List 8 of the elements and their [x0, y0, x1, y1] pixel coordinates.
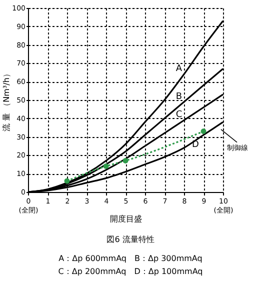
caption: 図6 流量特性 — [106, 235, 154, 244]
x-axis-title: 開度目盛 — [110, 214, 142, 224]
series-label: A — [176, 64, 183, 74]
text: A：Δp 600mmAq B：Δp 300mmAq — [58, 254, 202, 263]
series-label: B — [176, 92, 182, 102]
text: C：Δp 200mmAq D：Δp 100mmAq — [58, 267, 203, 276]
y-axis-title: 流 量 （Nm³/h） — [2, 70, 12, 132]
series-label: C — [176, 110, 182, 120]
